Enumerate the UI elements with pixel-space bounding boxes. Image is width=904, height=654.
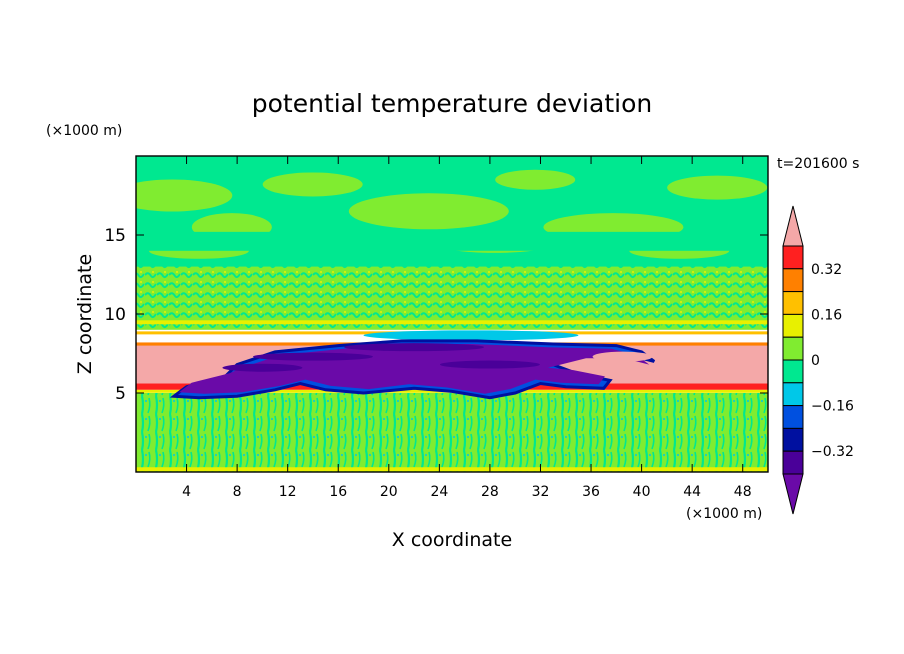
- field-band: [136, 231, 768, 251]
- colorbar-box: [782, 336, 804, 361]
- y-tick-label: 5: [115, 384, 126, 404]
- x-unit-label: (×1000 m): [686, 506, 762, 522]
- field-blob: [262, 172, 363, 197]
- field-warm-hole: [592, 351, 653, 362]
- x-tick-label: 32: [532, 484, 550, 500]
- x-tick-label: 12: [279, 484, 297, 500]
- title: potential temperature deviation: [252, 89, 652, 118]
- colorbar-label: −0.32: [811, 444, 854, 460]
- field-core-streak: [252, 352, 373, 361]
- x-tick-label: 48: [734, 484, 752, 500]
- x-tick-label: 16: [329, 484, 347, 500]
- y-ticks: 5 10 15: [104, 226, 768, 404]
- colorbar-box: [782, 291, 804, 315]
- colorbar-box: [782, 427, 804, 452]
- colorbar-top-triangle: [782, 205, 804, 247]
- field-blob: [136, 179, 233, 212]
- colorbar-box: [782, 313, 804, 338]
- region-cyan-pool: [363, 330, 579, 341]
- heatmap-field: [136, 156, 768, 472]
- field-core-streak: [222, 363, 303, 372]
- colorbar-box: [782, 359, 804, 384]
- colorbar-box: [782, 245, 804, 270]
- x-tick-label: 20: [380, 484, 398, 500]
- time-label: t=201600 s: [777, 156, 859, 172]
- y-tick-label: 15: [104, 226, 126, 246]
- colorbar: 0.32 0.16 0 −0.16 −0.32: [782, 205, 854, 515]
- x-ticks: 4 8 12 16 20 24 28 32 36 40 44 48: [182, 156, 752, 500]
- x-tick-label: 8: [233, 484, 242, 500]
- colorbar-label: 0.16: [811, 307, 842, 323]
- x-axis-label: X coordinate: [392, 529, 512, 551]
- x-tick-label: 44: [683, 484, 701, 500]
- colorbar-box: [782, 268, 804, 293]
- y-tick-label: 10: [104, 305, 126, 325]
- x-tick-label: 24: [430, 484, 448, 500]
- colorbar-label: 0.32: [811, 262, 842, 278]
- x-tick-label: 4: [182, 484, 191, 500]
- x-tick-label: 40: [633, 484, 651, 500]
- field-blob: [667, 175, 768, 200]
- y-axis-label: Z coordinate: [74, 254, 96, 374]
- field-blob: [348, 193, 509, 230]
- colorbar-box: [782, 405, 804, 429]
- field-bottom-line: [136, 467, 768, 472]
- region-mid-noise: [136, 266, 768, 330]
- y-unit-label: (×1000 m): [46, 123, 122, 139]
- field-yellow-line: [136, 320, 768, 325]
- colorbar-label: −0.16: [811, 399, 854, 415]
- colorbar-box: [782, 450, 804, 475]
- colorbar-label: 0: [811, 353, 820, 369]
- field-core-streak: [344, 343, 485, 352]
- colorbar-bottom-triangle: [782, 473, 804, 515]
- colorbar-box: [782, 382, 804, 407]
- field-blob: [495, 169, 576, 190]
- x-tick-label: 28: [481, 484, 499, 500]
- region-lower-noise: [136, 393, 768, 472]
- field-core-streak: [439, 360, 540, 369]
- chart-title: potential temperature deviation: [252, 89, 652, 118]
- x-tick-label: 36: [582, 484, 600, 500]
